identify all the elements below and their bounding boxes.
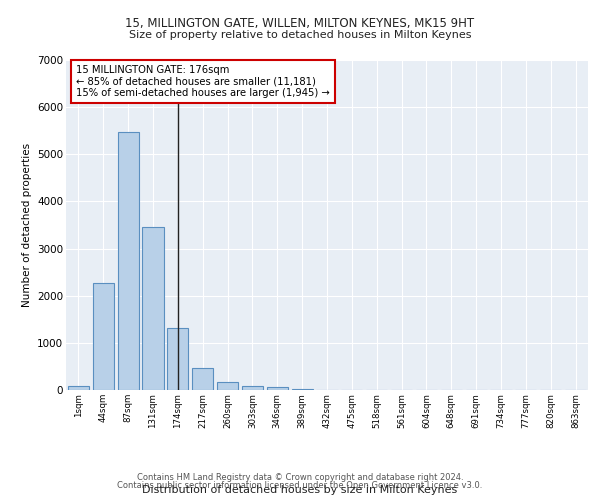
Bar: [217, 382, 238, 390]
Text: Contains HM Land Registry data © Crown copyright and database right 2024.: Contains HM Land Registry data © Crown c…: [137, 472, 463, 482]
Text: Size of property relative to detached houses in Milton Keynes: Size of property relative to detached ho…: [129, 30, 471, 40]
Bar: [167, 328, 188, 390]
Text: Distribution of detached houses by size in Milton Keynes: Distribution of detached houses by size …: [142, 485, 458, 495]
Bar: [267, 388, 288, 390]
Bar: [68, 386, 89, 390]
Y-axis label: Number of detached properties: Number of detached properties: [22, 143, 32, 307]
Bar: [192, 368, 213, 390]
Text: Contains public sector information licensed under the Open Government Licence v3: Contains public sector information licen…: [118, 481, 482, 490]
Bar: [142, 227, 164, 390]
Text: 15 MILLINGTON GATE: 176sqm
← 85% of detached houses are smaller (11,181)
15% of : 15 MILLINGTON GATE: 176sqm ← 85% of deta…: [76, 65, 330, 98]
Bar: [292, 388, 313, 390]
Bar: [242, 386, 263, 390]
Text: 15, MILLINGTON GATE, WILLEN, MILTON KEYNES, MK15 9HT: 15, MILLINGTON GATE, WILLEN, MILTON KEYN…: [125, 18, 475, 30]
Bar: [93, 283, 114, 390]
Bar: [118, 132, 139, 390]
